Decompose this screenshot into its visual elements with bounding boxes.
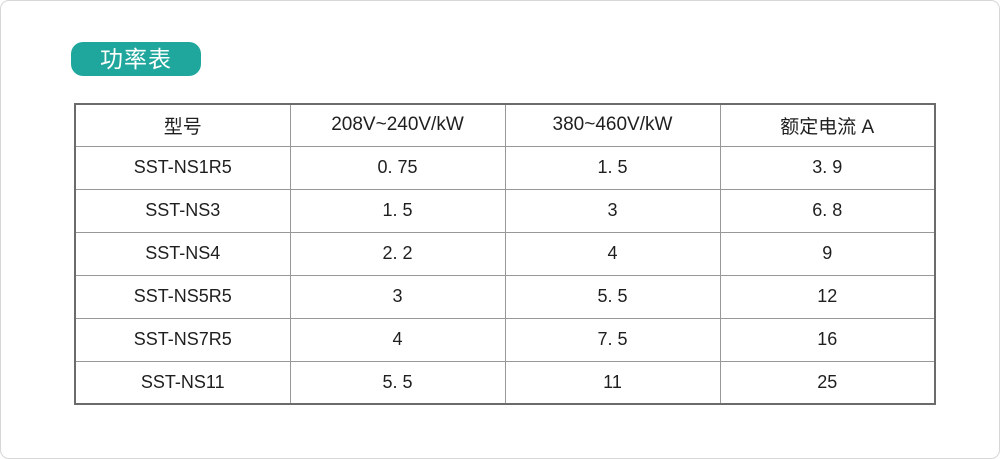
- cell-kw-380-460: 3: [504, 188, 721, 233]
- cell-rated-current: 12: [719, 274, 936, 319]
- cell-model: SST-NS3: [74, 188, 291, 233]
- cell-kw-208-240: 3: [289, 274, 506, 319]
- cell-rated-current: 16: [719, 317, 936, 362]
- table-row: SST-NS5R5 3 5. 5 12: [74, 274, 936, 319]
- table-row: SST-NS7R5 4 7. 5 16: [74, 317, 936, 362]
- cell-kw-380-460: 1. 5: [504, 145, 721, 190]
- cell-kw-208-240: 4: [289, 317, 506, 362]
- title-badge: 功率表: [71, 42, 201, 76]
- cell-rated-current: 3. 9: [719, 145, 936, 190]
- cell-kw-380-460: 7. 5: [504, 317, 721, 362]
- cell-model: SST-NS7R5: [74, 317, 291, 362]
- cell-kw-208-240: 5. 5: [289, 360, 506, 405]
- cell-kw-208-240: 2. 2: [289, 231, 506, 276]
- cell-model: SST-NS1R5: [74, 145, 291, 190]
- cell-kw-380-460: 5. 5: [504, 274, 721, 319]
- table-row: SST-NS4 2. 2 4 9: [74, 231, 936, 276]
- cell-kw-380-460: 4: [504, 231, 721, 276]
- table-row: SST-NS3 1. 5 3 6. 8: [74, 188, 936, 233]
- cell-rated-current: 6. 8: [719, 188, 936, 233]
- column-header-rated-current: 额定电流 A: [719, 103, 936, 147]
- cell-model: SST-NS5R5: [74, 274, 291, 319]
- column-header-208v-240v-kw: 208V~240V/kW: [289, 103, 506, 147]
- cell-model: SST-NS4: [74, 231, 291, 276]
- column-header-380-460v-kw: 380~460V/kW: [504, 103, 721, 147]
- cell-kw-208-240: 1. 5: [289, 188, 506, 233]
- cell-model: SST-NS11: [74, 360, 291, 405]
- cell-rated-current: 9: [719, 231, 936, 276]
- power-table: 型号 208V~240V/kW 380~460V/kW 额定电流 A SST-N…: [74, 103, 936, 405]
- table-row: SST-NS11 5. 5 11 25: [74, 360, 936, 405]
- table-header-row: 型号 208V~240V/kW 380~460V/kW 额定电流 A: [74, 103, 936, 147]
- table-row: SST-NS1R5 0. 75 1. 5 3. 9: [74, 145, 936, 190]
- column-header-model: 型号: [74, 103, 291, 147]
- cell-kw-208-240: 0. 75: [289, 145, 506, 190]
- cell-rated-current: 25: [719, 360, 936, 405]
- cell-kw-380-460: 11: [504, 360, 721, 405]
